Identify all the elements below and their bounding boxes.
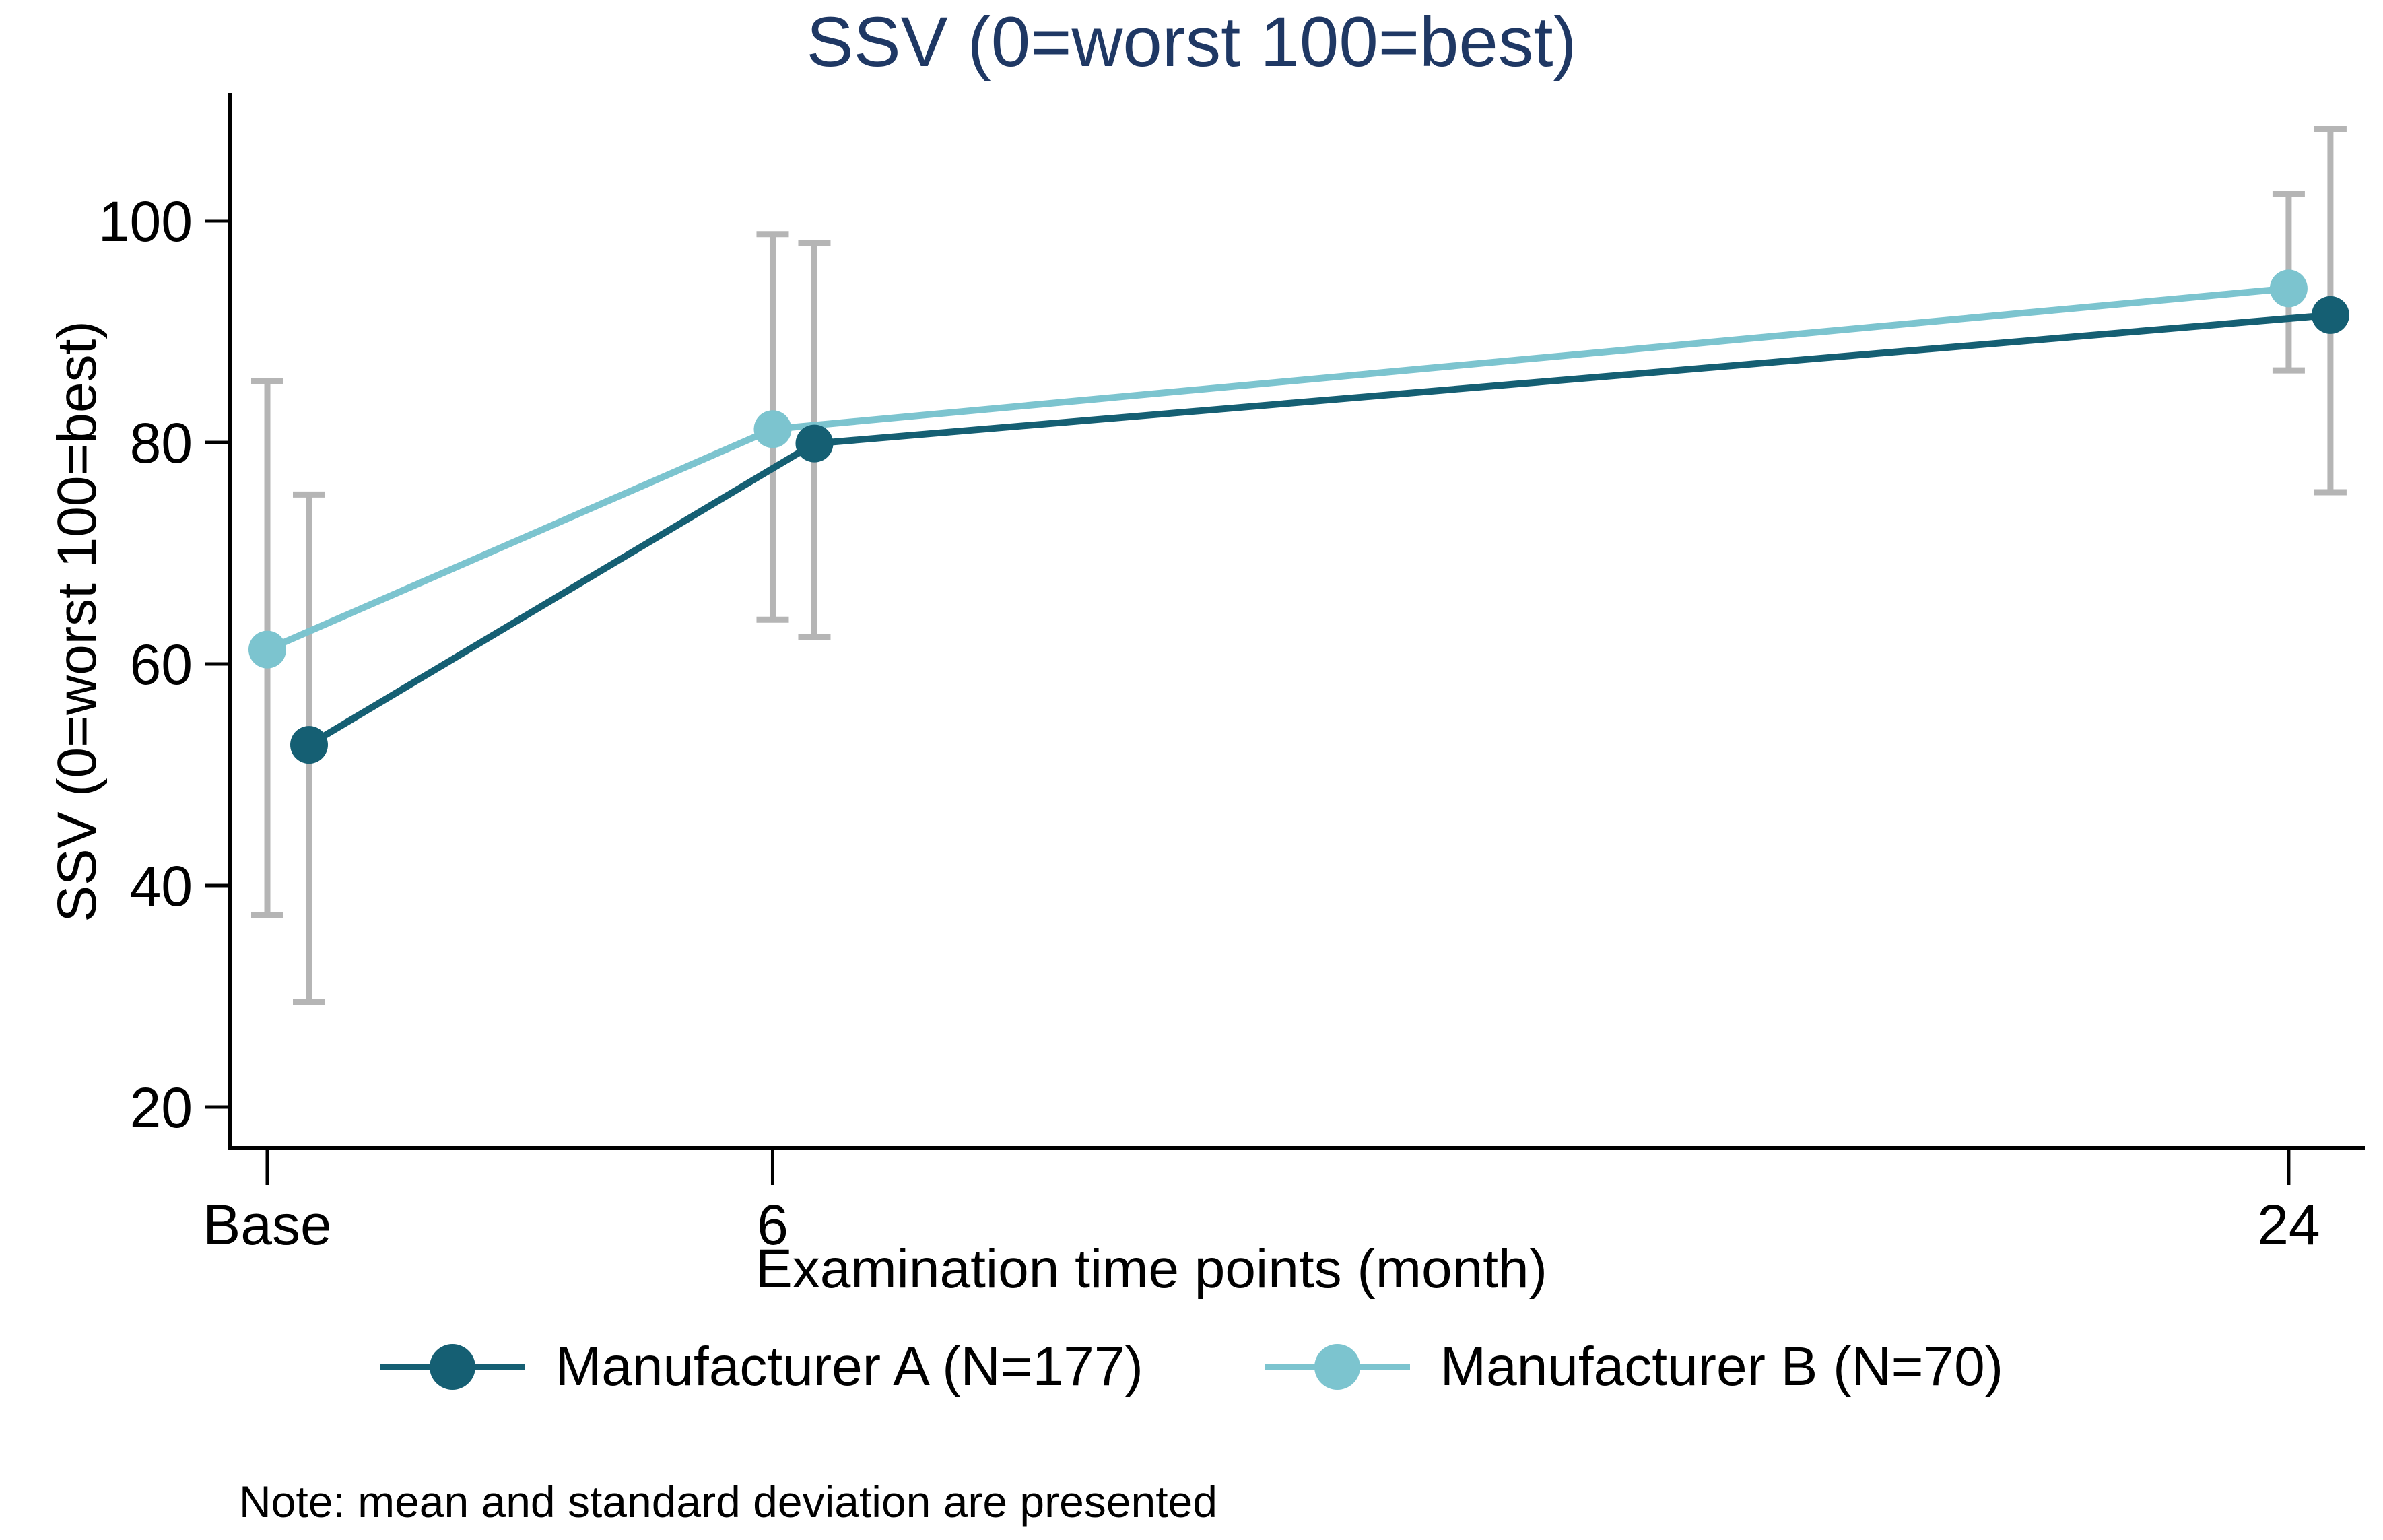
legend-symbol-manufacturer-b-icon [1264, 1344, 1410, 1390]
legend-item-manufacturer-a: Manufacturer A (N=177) [379, 1330, 1143, 1404]
y-tick-label: 100 [98, 190, 193, 253]
chart-note: Note: mean and standard deviation are pr… [239, 1477, 1217, 1527]
data-point-marker [795, 424, 834, 463]
legend-item-manufacturer-b: Manufacturer B (N=70) [1264, 1330, 2004, 1404]
x-tick-label: Base [203, 1193, 331, 1257]
y-axis-title: SSV (0=worst 100=best) [46, 321, 108, 923]
data-point-marker [2311, 296, 2349, 334]
x-axis-title: Examination time points (month) [756, 1238, 1547, 1300]
legend-label-manufacturer-a: Manufacturer A (N=177) [555, 1336, 1143, 1397]
data-point-marker [2269, 269, 2308, 308]
data-point-marker [753, 410, 792, 448]
x-tick-label: 6 [757, 1193, 788, 1257]
data-point-marker [290, 726, 328, 764]
y-tick-label: 60 [130, 633, 193, 696]
data-point-marker [248, 630, 286, 669]
y-tick-label: 20 [130, 1076, 193, 1139]
chart-title: SSV (0=worst 100=best) [806, 3, 1577, 81]
legend: Manufacturer A (N=177) Manufacturer B (N… [0, 1330, 2383, 1404]
y-tick-label: 80 [130, 411, 193, 475]
legend-label-manufacturer-b: Manufacturer B (N=70) [1440, 1336, 2004, 1397]
y-tick-label: 40 [130, 855, 193, 918]
legend-symbol-manufacturer-a-icon [379, 1344, 525, 1390]
x-tick-label: 24 [2257, 1193, 2320, 1257]
